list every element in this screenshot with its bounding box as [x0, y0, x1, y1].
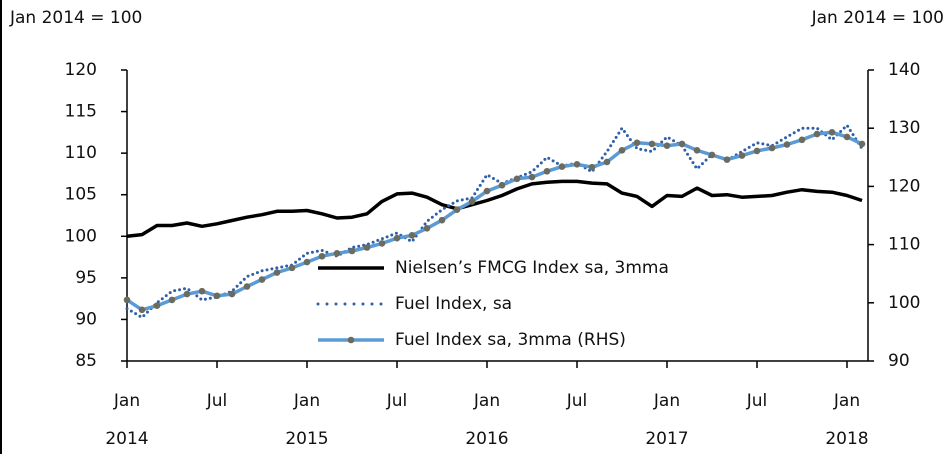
- series-marker: [843, 133, 851, 141]
- series-marker: [273, 269, 281, 276]
- series-marker: [558, 163, 566, 170]
- y-tick-label: 115: [65, 102, 97, 122]
- series-marker: [168, 296, 176, 304]
- series-marker: [438, 216, 446, 224]
- series-marker: [678, 140, 686, 148]
- series-marker: [723, 156, 731, 163]
- y-tick-label: 95: [75, 268, 97, 288]
- series-marker: [828, 128, 836, 136]
- series-marker: [858, 140, 866, 148]
- series-marker: [513, 175, 521, 183]
- y2-unit-label: Jan 2014 = 100: [811, 8, 944, 28]
- y-tick-label: 100: [65, 226, 97, 246]
- series-marker: [768, 144, 776, 152]
- x-tick-label: Jul: [746, 391, 768, 411]
- series-marker: [468, 198, 476, 205]
- series-marker: [588, 163, 596, 171]
- series-marker: [123, 296, 131, 304]
- x-tick-label: Jan: [113, 391, 140, 411]
- x-tick-label: Jul: [386, 391, 408, 411]
- year-label: 2017: [645, 429, 688, 449]
- series-marker: [708, 151, 716, 159]
- series-marker: [738, 152, 746, 159]
- y2-tick-label: 110: [888, 235, 920, 255]
- x-tick-label: Jul: [206, 391, 228, 411]
- series-marker: [783, 141, 791, 148]
- series-marker: [318, 252, 326, 260]
- series-marker: [258, 276, 266, 283]
- series-marker: [153, 302, 161, 310]
- series-marker: [288, 264, 296, 272]
- x-tick-label: Jan: [473, 391, 500, 411]
- series-marker: [213, 292, 221, 300]
- series-marker: [378, 240, 386, 247]
- y2-tick-label: 140: [888, 60, 920, 80]
- series-marker: [618, 147, 626, 154]
- series-line: [125, 123, 864, 319]
- y-tick-label: 105: [65, 185, 97, 205]
- y2-tick-label: 120: [888, 176, 920, 196]
- y2-tick-label: 90: [888, 351, 910, 371]
- series-marker: [138, 306, 146, 314]
- y2-tick-label: 130: [888, 118, 920, 138]
- series-marker: [423, 225, 431, 232]
- series-marker: [453, 206, 461, 213]
- y-unit-label: Jan 2014 = 100: [9, 8, 142, 28]
- series-marker: [198, 287, 206, 295]
- series-marker: [498, 181, 506, 189]
- x-tick-label: Jan: [833, 391, 860, 411]
- series-marker: [243, 283, 251, 290]
- series-marker: [228, 290, 236, 298]
- series-marker: [183, 290, 191, 298]
- year-label: 2014: [105, 429, 148, 449]
- year-label: 2016: [465, 429, 508, 449]
- y-tick-label: 85: [75, 351, 97, 371]
- series-marker: [303, 258, 311, 266]
- x-tick-label: Jul: [566, 391, 588, 411]
- year-label: 2018: [825, 429, 868, 449]
- legend-label: Fuel Index sa, 3mma (RHS): [395, 330, 626, 350]
- series-marker: [813, 130, 821, 138]
- series-marker: [693, 147, 701, 154]
- series-marker: [528, 173, 536, 181]
- series-marker: [573, 160, 581, 168]
- series-line: [126, 179, 863, 239]
- series-marker: [648, 140, 656, 148]
- series-marker: [753, 147, 761, 155]
- y-tick-label: 90: [75, 309, 97, 329]
- series-marker: [363, 244, 371, 251]
- legend-label: Nielsen’s FMCG Index sa, 3mma: [395, 258, 669, 278]
- legend-label: Fuel Index, sa: [395, 294, 512, 314]
- series-marker: [663, 142, 671, 149]
- series-marker: [543, 167, 551, 175]
- series-marker: [633, 139, 641, 147]
- x-tick-label: Jan: [653, 391, 680, 411]
- series-marker: [798, 136, 806, 144]
- legend-marker: [347, 336, 355, 344]
- x-tick-label: Jan: [293, 391, 320, 411]
- series-marker: [603, 158, 611, 166]
- series-marker: [348, 247, 356, 255]
- y-tick-label: 110: [65, 143, 97, 163]
- year-label: 2015: [285, 429, 328, 449]
- series-marker: [483, 187, 491, 195]
- series-marker: [408, 231, 416, 239]
- y-tick-label: 120: [65, 60, 97, 80]
- y2-tick-label: 100: [888, 293, 920, 313]
- series-marker: [333, 250, 341, 257]
- series-marker: [393, 234, 401, 242]
